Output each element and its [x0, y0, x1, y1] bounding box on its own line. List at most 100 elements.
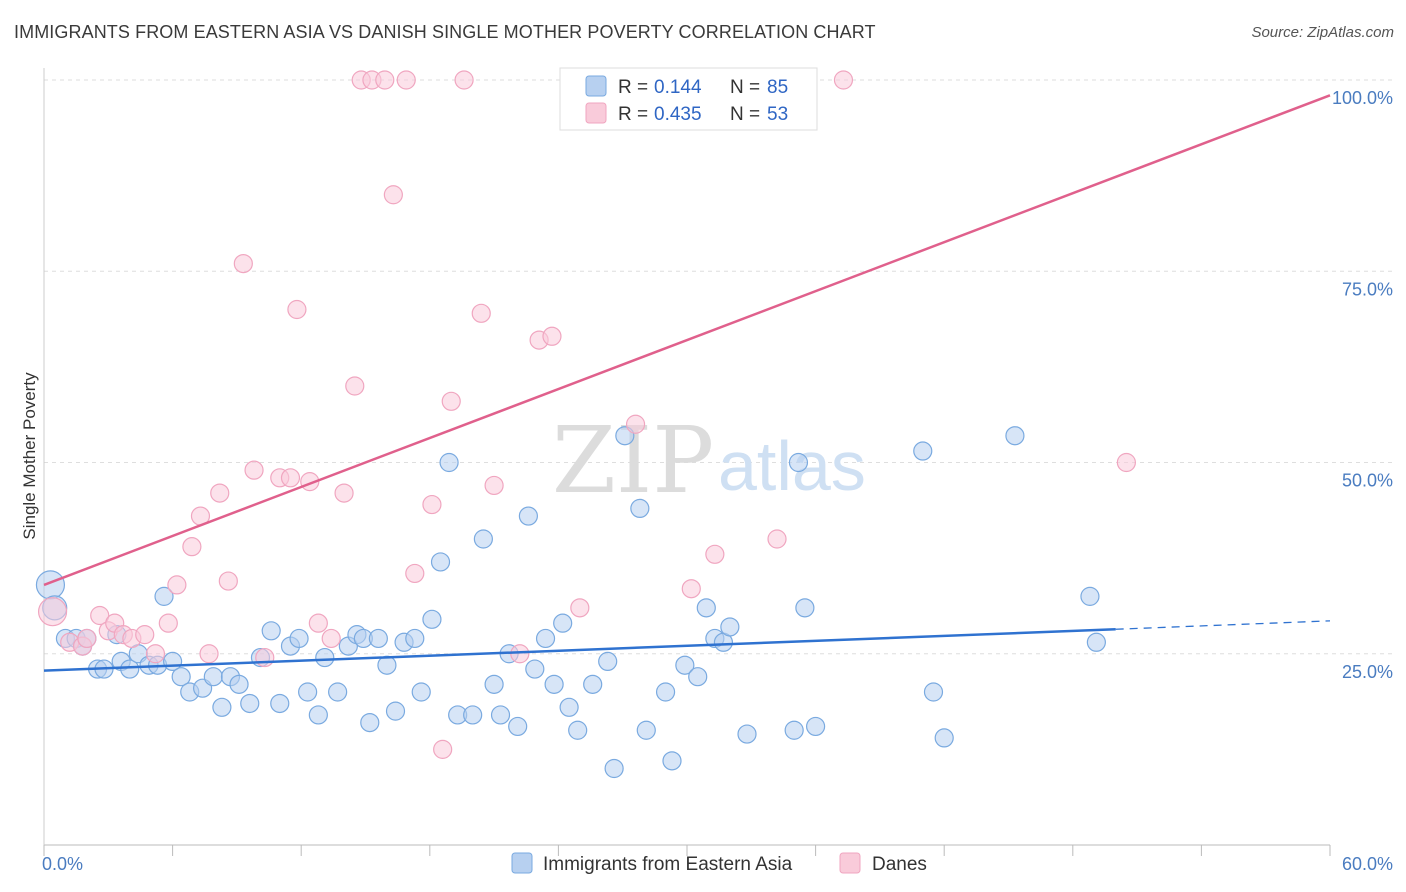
- immigrants-point-76: [788, 452, 809, 473]
- immigrants-point-59: [568, 720, 588, 740]
- immigrants-point-38: [377, 655, 397, 675]
- immigrants-point-52: [508, 716, 528, 737]
- legend-swatch-blue: [585, 75, 607, 97]
- immigrants-point-28: [289, 628, 309, 649]
- series-legend-label-pink: Danes: [872, 854, 927, 875]
- immigrants-point-83: [1080, 586, 1100, 606]
- grid-lines: [44, 79, 1394, 655]
- series-legend: Immigrants from Eastern Asia Danes: [511, 852, 927, 875]
- immigrants-point-62: [604, 758, 624, 779]
- danes-point-22: [280, 468, 301, 488]
- danes-point-20: [255, 647, 275, 668]
- series-legend-swatch-pink: [839, 852, 861, 874]
- immigrants-point-81: [934, 728, 954, 748]
- immigrants-point-61: [598, 651, 618, 672]
- immigrants-point-50: [490, 705, 511, 725]
- danes-point-10: [145, 644, 166, 664]
- immigrants-point-49: [484, 674, 504, 694]
- immigrants-point-65: [636, 720, 656, 740]
- immigrants-point-26: [270, 693, 290, 714]
- danes-point-16: [210, 483, 230, 503]
- immigrants-point-47: [463, 705, 483, 725]
- chart-title: IMMIGRANTS FROM EASTERN ASIA VS DANISH S…: [14, 22, 876, 42]
- immigrants-point-55: [535, 628, 556, 649]
- immigrants-point-32: [328, 682, 348, 702]
- series-legend-label-blue: Immigrants from Eastern Asia: [543, 854, 793, 875]
- danes-point-11: [158, 613, 178, 633]
- immigrants-point-39: [385, 701, 406, 721]
- danes-point-36: [433, 739, 453, 759]
- immigrants-point-80: [923, 682, 944, 702]
- immigrants-point-37: [368, 628, 388, 649]
- immigrants-point-68: [675, 655, 695, 675]
- correlation-legend: R = 0.144 N = 85 R = 0.435 N = 53: [559, 67, 818, 131]
- legend-r-value-2: 0.435: [654, 104, 702, 125]
- y-tick-label-1: 50.0%: [1342, 471, 1393, 491]
- immigrants-point-79: [913, 441, 933, 461]
- immigrants-trend-extension: [1115, 620, 1331, 630]
- danes-point-49: [705, 544, 725, 564]
- immigrants-point-78: [805, 716, 826, 737]
- danes-point-44: [570, 598, 590, 618]
- danes-point-43: [542, 326, 562, 346]
- danes-point-3: [77, 628, 97, 649]
- danes-point-34: [405, 563, 425, 584]
- immigrants-point-43: [422, 609, 442, 629]
- immigrants-point-14: [154, 586, 174, 606]
- danes-point-26: [321, 628, 341, 649]
- immigrants-point-66: [655, 682, 676, 702]
- legend-r-value-1: 0.144: [654, 77, 702, 98]
- legend-r-label-2: R =: [618, 104, 648, 125]
- immigrants-point-84: [1086, 632, 1106, 652]
- danes-point-50: [767, 529, 787, 549]
- immigrants-point-64: [630, 498, 650, 518]
- source-label: Source: ZipAtlas.com: [1251, 24, 1394, 41]
- watermark: ZIP atlas: [552, 407, 866, 514]
- immigrants-point-20: [212, 697, 232, 717]
- immigrants-point-74: [737, 724, 757, 744]
- series-legend-swatch-blue: [511, 852, 533, 874]
- immigrants-point-48: [473, 529, 493, 549]
- danes-point-47: [625, 414, 646, 434]
- immigrants-point-45: [439, 452, 459, 473]
- legend-n-value-1: 85: [767, 77, 788, 98]
- danes-point-41: [510, 644, 530, 664]
- x-ticks: [43, 845, 1331, 856]
- immigrants-point-60: [583, 674, 603, 694]
- danes-point-25: [308, 613, 328, 633]
- y-tick-labels: 25.0% 50.0% 75.0% 100.0%: [1332, 88, 1393, 682]
- legend-n-label-2: N =: [730, 104, 760, 125]
- danes-point-4: [90, 605, 110, 626]
- y-tick-label-3: 100.0%: [1332, 88, 1393, 108]
- legend-n-value-2: 53: [767, 104, 788, 125]
- danes-point-52: [1116, 452, 1136, 473]
- y-tick-label-0: 25.0%: [1342, 662, 1393, 682]
- legend-swatch-pink: [585, 102, 607, 124]
- immigrants-point-42: [411, 682, 431, 702]
- immigrants-trend-line: [43, 628, 1116, 672]
- danes-point-17: [218, 571, 238, 591]
- immigrants-point-30: [308, 705, 328, 725]
- danes-point-9: [135, 625, 155, 645]
- danes-point-33: [396, 70, 416, 90]
- danes-trend-line: [43, 94, 1331, 587]
- danes-point-28: [345, 376, 365, 396]
- danes-point-19: [244, 460, 264, 480]
- immigrants-point-57: [553, 613, 573, 633]
- legend-n-label-1: N =: [730, 77, 760, 98]
- immigrants-point-58: [559, 697, 579, 717]
- danes-point-13: [182, 537, 202, 557]
- immigrants-point-25: [261, 621, 281, 641]
- immigrants-point-19: [203, 667, 223, 687]
- trend-lines: [43, 94, 1331, 672]
- immigrants-point-75: [784, 720, 804, 740]
- immigrants-point-36: [360, 712, 380, 733]
- immigrants-point-29: [298, 682, 318, 702]
- immigrants-point-0: [35, 570, 66, 600]
- x-tick-label-max: 60.0%: [1342, 854, 1393, 874]
- danes-point-48: [681, 579, 701, 599]
- immigrants-point-73: [720, 617, 740, 637]
- danes-point-18: [233, 254, 253, 274]
- immigrants-point-77: [795, 598, 815, 618]
